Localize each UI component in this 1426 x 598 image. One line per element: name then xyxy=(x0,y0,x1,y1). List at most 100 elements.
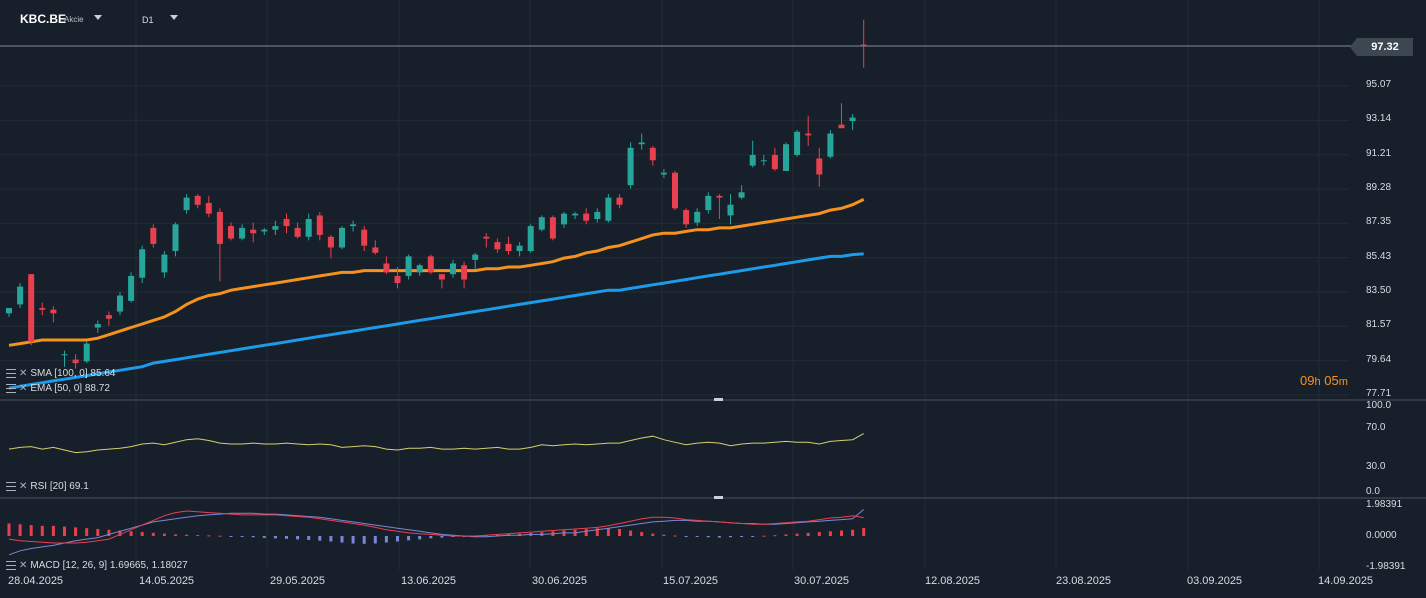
macd-histogram-bar xyxy=(762,535,766,537)
macd-histogram-bar xyxy=(840,530,843,536)
macd-histogram-bar xyxy=(118,530,122,536)
macd-histogram-bar xyxy=(673,535,677,537)
candle xyxy=(250,222,257,243)
candle-body xyxy=(816,158,823,175)
candle xyxy=(117,291,123,316)
candle-body xyxy=(172,224,179,252)
candle-body xyxy=(538,217,545,230)
candle xyxy=(738,185,745,200)
candle xyxy=(94,320,101,333)
legend-ema[interactable]: ✕ EMA [50, 0] 88.72 xyxy=(6,383,110,394)
date-axis-tick: 12.08.2025 xyxy=(925,575,981,587)
candle-body xyxy=(838,124,845,129)
macd-histogram-bar xyxy=(429,536,433,539)
candle-body xyxy=(339,227,345,248)
candle xyxy=(128,272,135,303)
macd-histogram-bar xyxy=(340,536,344,543)
rsi-pane xyxy=(8,433,864,454)
candle-body xyxy=(427,256,434,273)
legend-macd[interactable]: ✕ MACD [12, 26, 9] 1.69665, 1.18027 xyxy=(6,560,188,571)
rsi-axis-tick: 100.0 xyxy=(1366,400,1392,411)
candle xyxy=(105,311,112,326)
candle-body xyxy=(660,172,667,175)
candles xyxy=(6,19,867,369)
candle xyxy=(28,274,35,346)
legend-rsi[interactable]: ✕ RSI [20] 69.1 xyxy=(6,481,89,492)
macd-histogram-bar xyxy=(251,536,255,538)
timeframe-selector[interactable]: D1 xyxy=(142,15,154,25)
rsi-axis-tick: 30.0 xyxy=(1366,461,1386,472)
close-icon[interactable]: ✕ xyxy=(19,480,28,492)
candle xyxy=(638,133,645,150)
candle-body xyxy=(783,144,789,171)
candle-body xyxy=(228,226,234,239)
timeframe-dropdown-chevron-icon[interactable] xyxy=(170,15,178,20)
symbol-dropdown-chevron-icon[interactable] xyxy=(94,15,102,20)
candle xyxy=(294,222,301,239)
candle xyxy=(760,154,767,166)
pane-resize-handle xyxy=(714,398,723,401)
candle-body xyxy=(416,265,423,273)
candle xyxy=(572,211,579,219)
candle xyxy=(705,192,712,214)
candle xyxy=(771,147,778,171)
settings-lines-icon[interactable] xyxy=(6,561,16,570)
macd-histogram-bar xyxy=(162,533,166,536)
settings-lines-icon[interactable] xyxy=(6,482,16,491)
candle xyxy=(594,208,601,223)
candle-body xyxy=(827,133,834,157)
settings-lines-icon[interactable] xyxy=(6,369,16,378)
chart-toolbar: KBC.BE Akcie D1 xyxy=(0,0,1426,36)
legend-sma[interactable]: ✕ SMA [100, 0] 85.64 xyxy=(6,368,115,379)
candle-body xyxy=(738,192,745,198)
candle-body xyxy=(849,117,856,122)
candle xyxy=(727,194,734,225)
macd-histogram-bar xyxy=(584,528,588,536)
close-icon[interactable]: ✕ xyxy=(19,367,28,379)
candle xyxy=(261,227,268,236)
macd-histogram-bar xyxy=(806,532,810,536)
candle xyxy=(860,19,867,68)
candle-body xyxy=(594,211,601,219)
close-icon[interactable]: ✕ xyxy=(19,559,28,571)
candle xyxy=(716,194,723,219)
candle xyxy=(450,259,456,278)
macd-histogram-bar xyxy=(296,536,300,540)
candle-body xyxy=(294,227,301,237)
candle xyxy=(605,194,612,223)
price-axis-tick: 89.28 xyxy=(1366,182,1392,194)
macd-histogram-bar xyxy=(484,535,488,537)
close-icon[interactable]: ✕ xyxy=(19,382,28,394)
candle-body xyxy=(361,229,368,246)
symbol-selector[interactable]: KBC.BE xyxy=(20,12,67,26)
date-axis-tick: 23.08.2025 xyxy=(1056,575,1112,587)
candle-body xyxy=(616,197,623,205)
date-axis-tick: 14.09.2025 xyxy=(1318,575,1374,587)
candle-body xyxy=(61,354,68,356)
candle-body xyxy=(161,254,168,273)
rsi-axis-tick: 0.0 xyxy=(1366,486,1380,497)
candle xyxy=(383,256,390,275)
candle-body xyxy=(649,147,656,161)
candle-body xyxy=(583,213,590,221)
pane-resize-handle xyxy=(714,496,723,499)
macd-histogram-bar xyxy=(273,536,277,539)
macd-histogram-bar xyxy=(107,529,111,536)
candle xyxy=(361,226,368,252)
settings-lines-icon[interactable] xyxy=(6,384,16,393)
candle-body xyxy=(239,227,246,239)
macd-histogram-bar xyxy=(85,528,89,536)
macd-histogram-bar xyxy=(629,530,633,536)
macd-histogram-bar xyxy=(74,527,78,536)
candle xyxy=(683,208,690,228)
candle-body xyxy=(627,147,634,186)
price-axis-tick: 85.43 xyxy=(1366,250,1392,262)
price-axis-tick: 93.14 xyxy=(1366,113,1392,125)
macd-histogram-bar xyxy=(384,536,388,543)
candle xyxy=(838,103,845,129)
macd-histogram-bar xyxy=(218,535,222,537)
candle xyxy=(61,350,68,367)
candle-body xyxy=(139,249,146,278)
candle-body xyxy=(350,224,357,227)
